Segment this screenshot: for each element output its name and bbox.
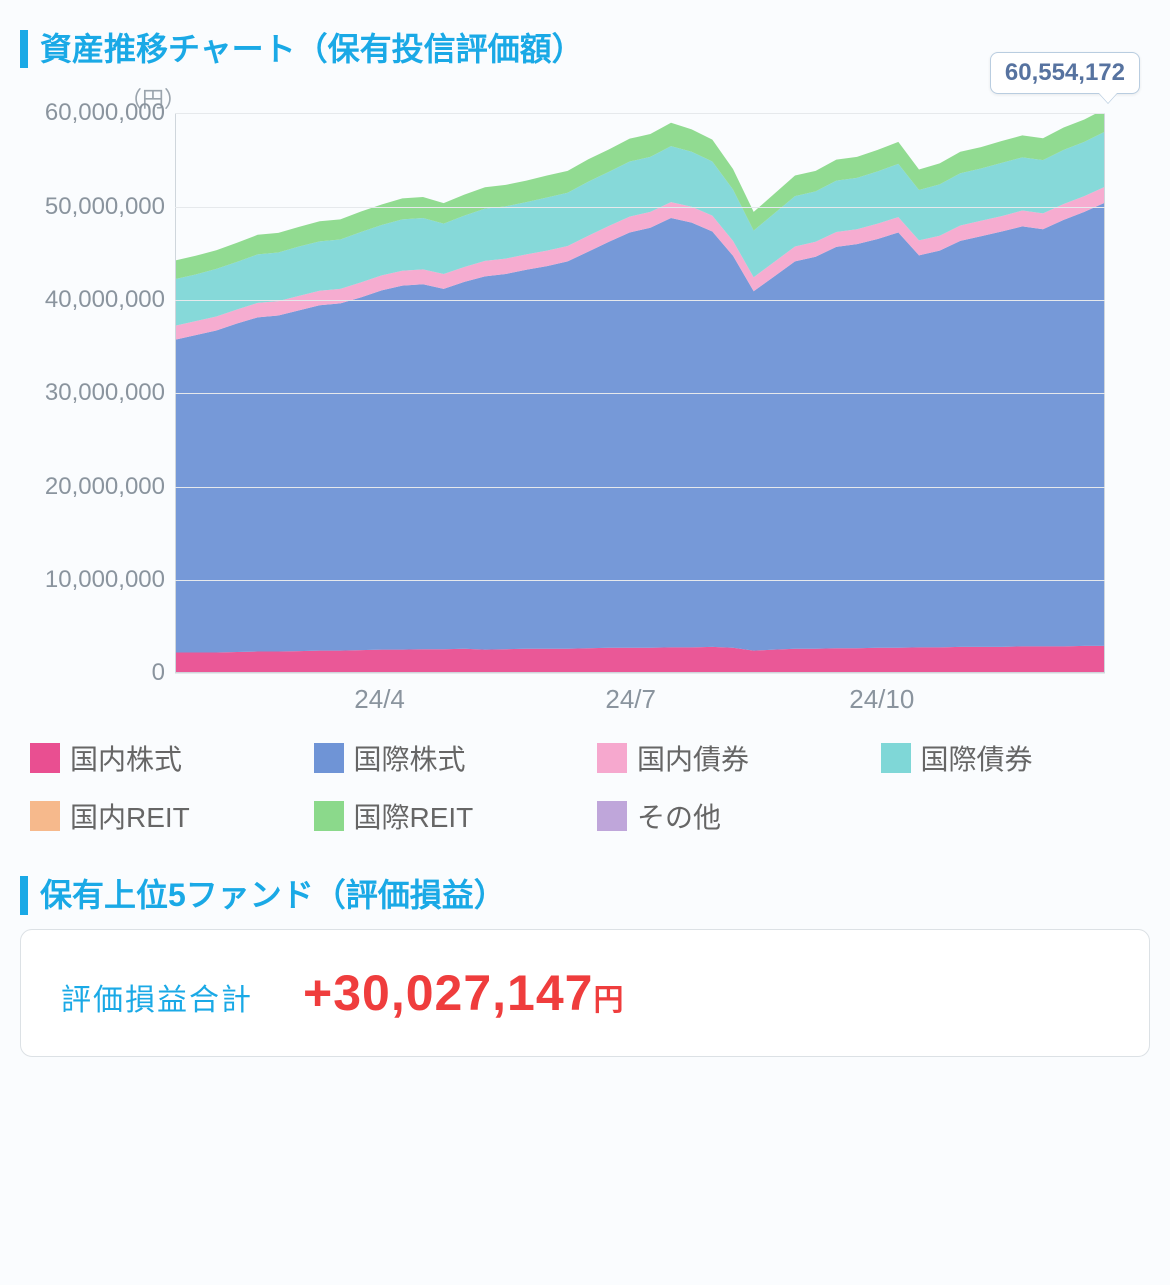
- legend-item-domestic_stock[interactable]: 国内株式: [30, 738, 290, 778]
- legend-swatch: [314, 801, 344, 831]
- profit-summary-label: 評価損益合計: [61, 975, 253, 1019]
- funds-section-title: 保有上位5ファンド（評価損益）: [20, 876, 1150, 914]
- legend-item-intl_reit[interactable]: 国際REIT: [314, 796, 574, 836]
- profit-summary-card: 評価損益合計 +30,027,147円: [20, 929, 1150, 1057]
- y-tick-label: 30,000,000: [20, 379, 165, 407]
- legend-label: 国内債券: [637, 738, 749, 778]
- legend-swatch: [881, 743, 911, 773]
- y-tick-label: 50,000,000: [20, 193, 165, 221]
- legend-swatch: [597, 743, 627, 773]
- legend-label: 国際債券: [921, 738, 1033, 778]
- legend-item-domestic_bond[interactable]: 国内債券: [597, 738, 857, 778]
- gridline: [175, 300, 1105, 301]
- x-tick-label: 24/4: [354, 684, 405, 715]
- legend-label: 国際株式: [354, 738, 466, 778]
- profit-summary-unit: 円: [593, 984, 623, 1017]
- profit-summary-value: +30,027,147: [303, 965, 593, 1021]
- legend-item-intl_bond[interactable]: 国際債券: [881, 738, 1141, 778]
- y-tick-label: 60,000,000: [20, 99, 165, 127]
- tooltip-value: 60,554,172: [1005, 59, 1125, 86]
- gridline: [175, 113, 1105, 114]
- gridline: [175, 673, 1105, 674]
- legend-swatch: [314, 743, 344, 773]
- gridline: [175, 580, 1105, 581]
- legend-label: 国際REIT: [354, 796, 474, 836]
- y-tick-label: 10,000,000: [20, 566, 165, 594]
- legend-swatch: [597, 801, 627, 831]
- chart-section-title: 資産推移チャート（保有投信評価額）: [20, 30, 1150, 68]
- legend-swatch: [30, 801, 60, 831]
- gridline: [175, 207, 1105, 208]
- legend-label: その他: [637, 796, 721, 836]
- legend-label: 国内REIT: [70, 796, 190, 836]
- legend-item-other[interactable]: その他: [597, 796, 857, 836]
- gridline: [175, 393, 1105, 394]
- y-tick-label: 0: [20, 659, 165, 687]
- legend-label: 国内株式: [70, 738, 182, 778]
- y-tick-label: 20,000,000: [20, 473, 165, 501]
- chart-tooltip: 60,554,172: [990, 52, 1140, 94]
- y-tick-label: 40,000,000: [20, 286, 165, 314]
- gridline: [175, 487, 1105, 488]
- legend-item-domestic_reit[interactable]: 国内REIT: [30, 796, 290, 836]
- x-tick-label: 24/10: [849, 684, 914, 715]
- chart-legend: 国内株式 国際株式 国内債券 国際債券国内REIT 国際REIT その他: [20, 728, 1150, 866]
- x-tick-label: 24/7: [605, 684, 656, 715]
- asset-chart: （円） 60,554,172 010,000,00020,000,00030,0…: [20, 78, 1150, 728]
- legend-swatch: [30, 743, 60, 773]
- legend-item-intl_stock[interactable]: 国際株式: [314, 738, 574, 778]
